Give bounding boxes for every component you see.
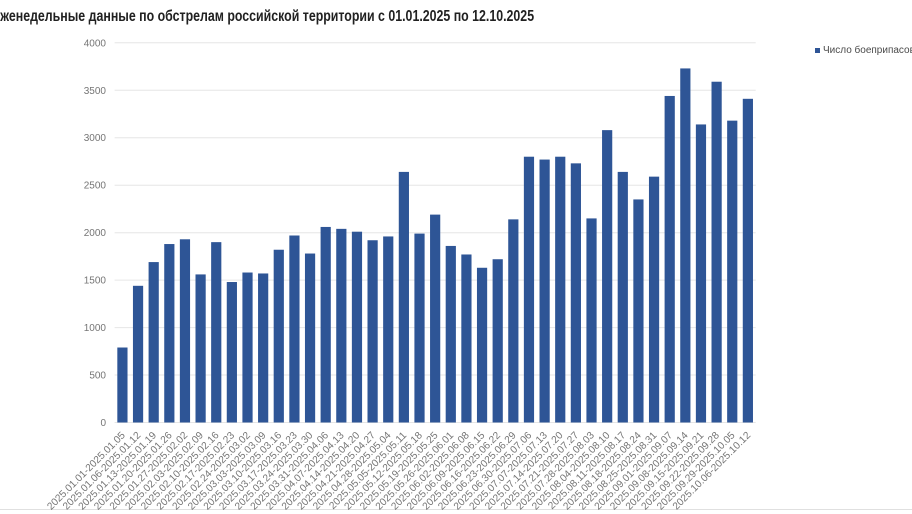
svg-text:3000: 3000 bbox=[84, 133, 107, 144]
svg-text:1500: 1500 bbox=[84, 276, 107, 287]
svg-text:3500: 3500 bbox=[84, 86, 107, 97]
svg-text:2000: 2000 bbox=[84, 228, 107, 239]
svg-text:2500: 2500 bbox=[84, 181, 107, 192]
svg-text:500: 500 bbox=[89, 371, 106, 382]
svg-text:0: 0 bbox=[100, 418, 106, 429]
svg-text:4000: 4000 bbox=[84, 38, 107, 49]
svg-text:1000: 1000 bbox=[84, 323, 107, 334]
